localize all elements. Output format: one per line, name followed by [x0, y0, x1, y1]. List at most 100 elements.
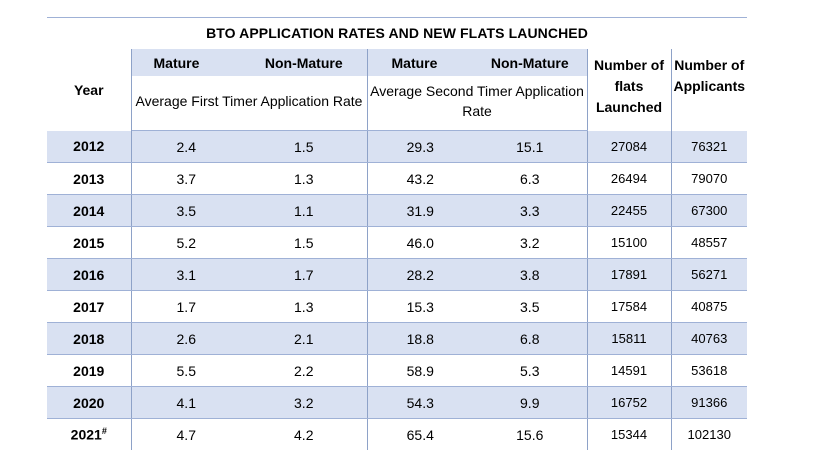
year-cell: 2013: [47, 162, 132, 195]
first-timer-mature-cell: 1.7: [131, 290, 241, 323]
applicants-cell: 56271: [671, 258, 747, 291]
flats-launched-cell: 16752: [587, 386, 672, 419]
flats-launched-cell: 15100: [587, 226, 672, 259]
bto-table-container: BTO APPLICATION RATES AND NEW FLATS LAUN…: [47, 17, 747, 450]
mature-header-2: Mature: [367, 49, 473, 76]
table-row: 2019 5.5 2.2 58.9 5.3 14591 53618: [47, 354, 747, 387]
first-timer-mature-cell: 3.5: [131, 194, 241, 227]
second-timer-nonmature-cell: 3.2: [473, 226, 588, 259]
flats-launched-cell: 14591: [587, 354, 672, 387]
year-value: 2021: [70, 426, 102, 443]
year-value: 2015: [73, 234, 105, 251]
second-timer-mature-cell: 46.0: [367, 226, 473, 259]
table-row: 2012 2.4 1.5 29.3 15.1 27084 76321: [47, 130, 747, 163]
first-timer-nonmature-cell: 3.2: [241, 386, 368, 419]
header-row-top: Year Mature Non-Mature Mature Non-Mature…: [47, 49, 747, 131]
year-cell: 2017: [47, 290, 132, 323]
first-timer-header: Average First Timer Application Rate: [131, 76, 368, 131]
first-timer-mature-cell: 5.2: [131, 226, 241, 259]
flats-launched-cell: 17891: [587, 258, 672, 291]
applicants-cell: 40875: [671, 290, 747, 323]
flats-launched-cell: 22455: [587, 194, 672, 227]
year-value: 2018: [73, 330, 105, 347]
first-timer-nonmature-cell: 1.5: [241, 226, 368, 259]
first-timer-nonmature-cell: 2.1: [241, 322, 368, 355]
first-timer-nonmature-cell: 1.5: [241, 130, 368, 163]
first-timer-mature-cell: 5.5: [131, 354, 241, 387]
second-timer-nonmature-cell: 15.1: [473, 130, 588, 163]
first-timer-nonmature-cell: 4.2: [241, 418, 368, 450]
first-timer-nonmature-cell: 1.3: [241, 162, 368, 195]
year-footnote-mark: #: [101, 426, 107, 437]
table-row: 2017 1.7 1.3 15.3 3.5 17584 40875: [47, 290, 747, 323]
year-value: 2017: [73, 298, 105, 315]
year-value: 2020: [73, 394, 105, 411]
second-timer-nonmature-cell: 5.3: [473, 354, 588, 387]
applicants-cell: 53618: [671, 354, 747, 387]
second-timer-mature-cell: 28.2: [367, 258, 473, 291]
year-cell: 2015: [47, 226, 132, 259]
year-cell: 2018: [47, 322, 132, 355]
first-timer-nonmature-cell: 2.2: [241, 354, 368, 387]
first-timer-nonmature-cell: 1.3: [241, 290, 368, 323]
second-timer-mature-cell: 65.4: [406, 426, 434, 443]
applicants-cell: 67300: [671, 194, 747, 227]
table-row: 2021# 4.7 4.2 65.4 15.6 15344 102130: [47, 418, 747, 450]
table-title: BTO APPLICATION RATES AND NEW FLATS LAUN…: [47, 17, 747, 49]
second-timer-nonmature-cell: 3.3: [473, 194, 588, 227]
mature-header-1: Mature: [131, 49, 241, 76]
table-row: 2016 3.1 1.7 28.2 3.8 17891 56271: [47, 258, 747, 291]
applicants-cell: 91366: [671, 386, 747, 419]
year-value: 2016: [73, 266, 105, 283]
applicants-cell: 102130: [687, 427, 731, 442]
nonmature-header-2: Non-Mature: [473, 49, 588, 76]
applicants-cell: 76321: [671, 130, 747, 163]
nonmature-header-1: Non-Mature: [241, 49, 368, 76]
second-timer-mature-cell: 54.3: [367, 386, 473, 419]
applicants-cell: 48557: [671, 226, 747, 259]
second-timer-nonmature-cell: 3.8: [473, 258, 588, 291]
first-timer-mature-cell: 4.7: [176, 426, 196, 443]
first-timer-mature-cell: 4.1: [131, 386, 241, 419]
flats-launched-cell: 27084: [587, 130, 672, 163]
year-header: Year: [47, 49, 132, 131]
table-row: 2013 3.7 1.3 43.2 6.3 26494 79070: [47, 162, 747, 195]
year-cell: 2014: [47, 194, 132, 227]
applicants-cell: 79070: [671, 162, 747, 195]
applicants-cell: 40763: [671, 322, 747, 355]
year-cell: 2019: [47, 354, 132, 387]
second-timer-nonmature-cell: 3.5: [473, 290, 588, 323]
first-timer-nonmature-cell: 1.1: [241, 194, 368, 227]
second-timer-mature-cell: 29.3: [367, 130, 473, 163]
second-timer-header: Average Second Timer Application Rate: [367, 76, 588, 131]
year-value: 2014: [73, 202, 105, 219]
year-cell: 2012: [47, 130, 132, 163]
year-value: 2013: [73, 170, 105, 187]
second-timer-mature-cell: 43.2: [367, 162, 473, 195]
flats-header-text: Number of flats Launched: [594, 57, 664, 115]
table-row: 2020 4.1 3.2 54.3 9.9 16752 91366: [47, 386, 747, 419]
first-timer-mature-cell: 3.7: [131, 162, 241, 195]
applicants-header: Number of Applicants: [671, 49, 747, 131]
second-timer-mature-cell: 31.9: [367, 194, 473, 227]
year-value: 2019: [73, 362, 105, 379]
second-timer-nonmature-cell: 6.8: [473, 322, 588, 355]
flats-launched-cell: 15811: [587, 322, 672, 355]
table-row: 2018 2.6 2.1 18.8 6.8 15811 40763: [47, 322, 747, 355]
second-timer-nonmature-cell: 15.6: [473, 418, 588, 450]
second-timer-mature-cell: 15.3: [367, 290, 473, 323]
header-row-bottom: Average First Timer Application Rate Ave…: [47, 76, 747, 131]
flats-header: Number of flats Launched: [587, 49, 672, 131]
flats-launched-cell: 15344: [587, 418, 672, 450]
second-timer-mature-cell: 58.9: [367, 354, 473, 387]
first-timer-mature-cell: 2.6: [131, 322, 241, 355]
flats-launched-cell: 17584: [587, 290, 672, 323]
year-value: 2012: [73, 138, 105, 155]
second-timer-mature-cell: 18.8: [367, 322, 473, 355]
first-timer-nonmature-cell: 1.7: [241, 258, 368, 291]
flats-launched-cell: 26494: [587, 162, 672, 195]
first-timer-mature-cell: 3.1: [131, 258, 241, 291]
year-cell: 2021#: [47, 418, 132, 450]
first-timer-mature-cell: 2.4: [131, 130, 241, 163]
applicants-header-text: Number of Applicants: [673, 57, 746, 94]
